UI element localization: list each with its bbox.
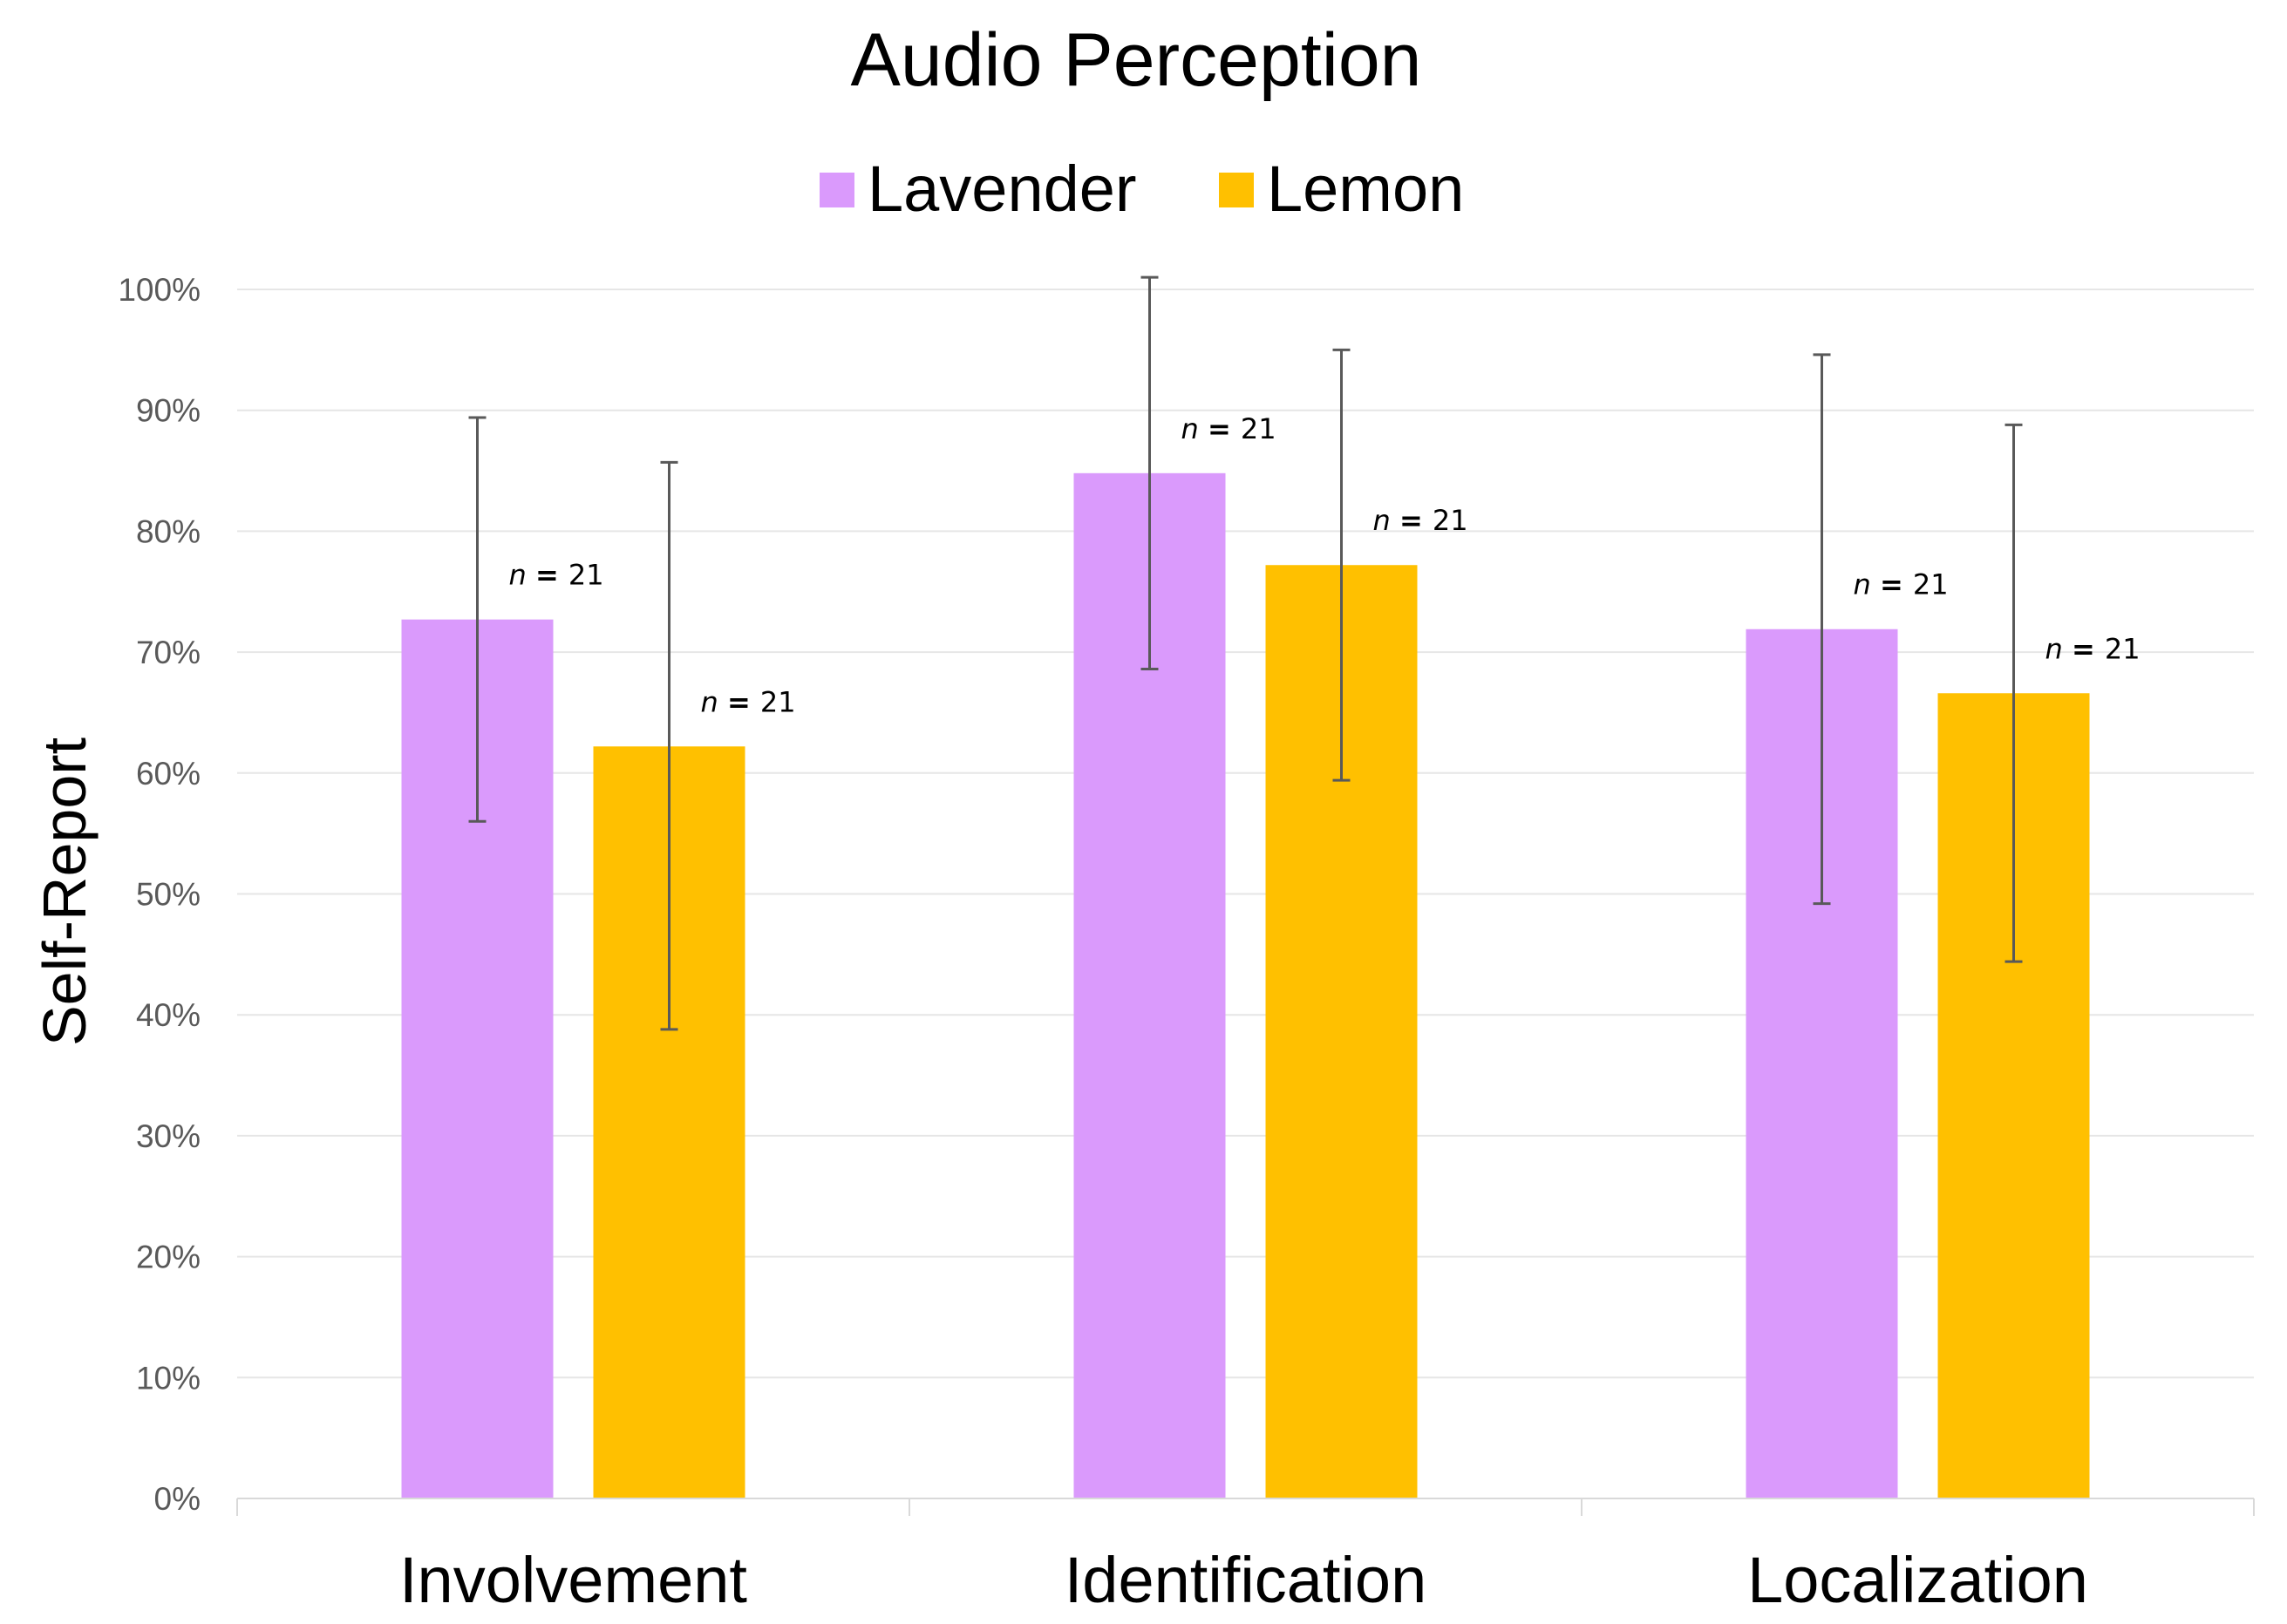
bars — [401, 472, 2090, 1498]
y-tick-label: 90% — [136, 393, 201, 429]
x-axis: Involvement Identification Localization — [236, 1498, 2255, 1616]
n-label: n = 21 — [509, 559, 604, 592]
n-label: n = 21 — [1854, 568, 1949, 601]
legend-label: Lavender — [868, 153, 1137, 225]
n-label: n = 21 — [701, 685, 796, 718]
chart-title: Audio Perception — [851, 18, 1422, 102]
gridlines — [237, 289, 2254, 1379]
y-axis-ticks: 0% 10% 20% 30% 40% 50% 60% 70% 80% 90% 100% — [118, 272, 201, 1517]
legend-swatch — [820, 173, 854, 207]
legend: Lavender Lemon — [820, 153, 1464, 225]
y-tick-label: 80% — [136, 513, 201, 549]
y-tick-label: 70% — [136, 635, 201, 670]
n-labels: n = 21 n = 21 n = 21 n = 21 n = 21 n = 21 — [509, 412, 2141, 718]
y-tick-label: 60% — [136, 756, 201, 792]
y-tick-label: 30% — [136, 1118, 201, 1154]
x-tick-label: Involvement — [399, 1544, 747, 1616]
n-label: n = 21 — [1373, 504, 1468, 537]
y-tick-label: 50% — [136, 877, 201, 913]
legend-label: Lemon — [1267, 153, 1464, 225]
y-tick-label: 20% — [136, 1240, 201, 1275]
n-label: n = 21 — [2045, 632, 2141, 665]
x-tick-label: Identification — [1065, 1544, 1427, 1616]
x-tick-label: Localization — [1747, 1544, 2088, 1616]
y-tick-label: 10% — [136, 1360, 201, 1396]
legend-swatch — [1219, 173, 1254, 207]
error-bars — [468, 275, 2023, 1031]
y-tick-label: 0% — [154, 1481, 201, 1517]
y-tick-label: 100% — [118, 272, 201, 308]
y-axis-label: Self-Report — [31, 737, 99, 1046]
y-tick-label: 40% — [136, 997, 201, 1033]
n-label: n = 21 — [1181, 412, 1276, 445]
